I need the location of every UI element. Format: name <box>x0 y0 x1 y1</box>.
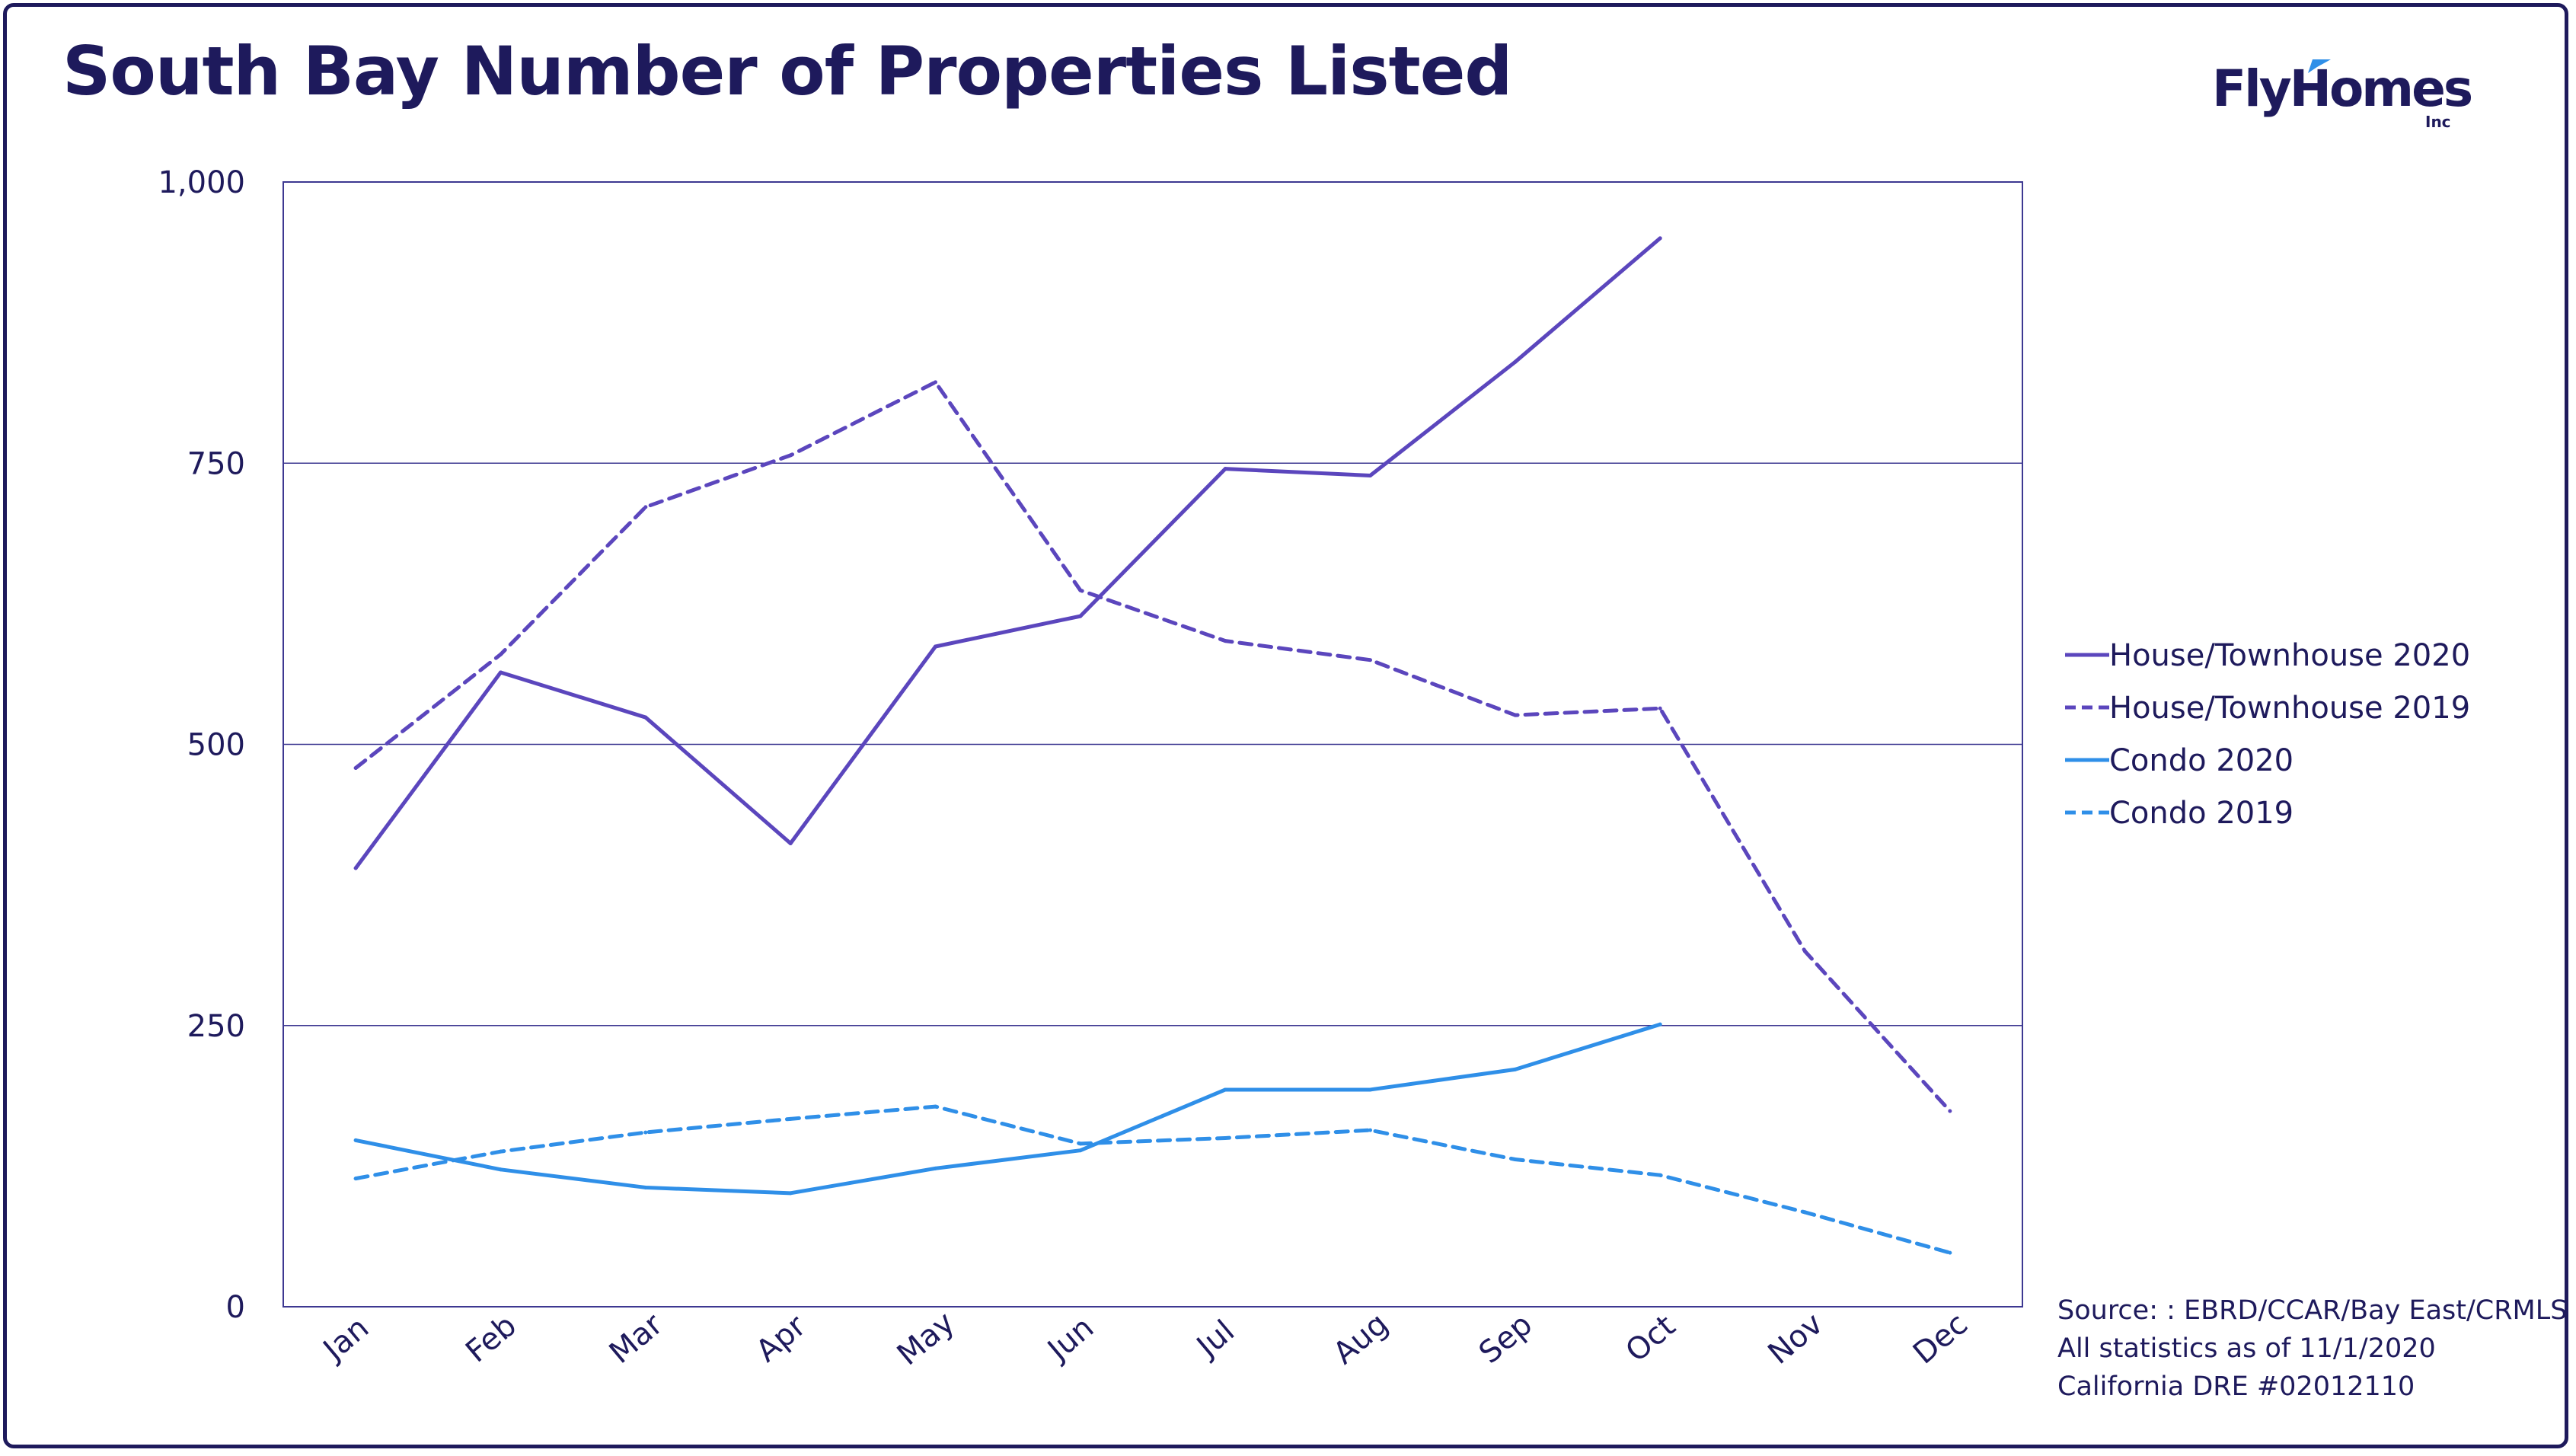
x-tick-label: Dec <box>1907 1307 1974 1371</box>
source-line: Source: : EBRD/CCAR/Bay East/CRMLS <box>2057 1295 2568 1326</box>
data-point <box>934 380 937 385</box>
data-point <box>1513 1157 1518 1162</box>
data-point <box>353 1177 358 1181</box>
chart-frame <box>3 3 2568 1448</box>
x-tick-label: Feb <box>459 1308 523 1370</box>
series-line <box>353 236 1662 870</box>
x-tick-label: Mar <box>603 1307 670 1371</box>
data-point <box>934 1104 937 1109</box>
legend-label: House/Townhouse 2019 <box>2109 691 2470 726</box>
y-tick-label: 250 <box>187 1009 245 1044</box>
series-line <box>353 380 1952 1113</box>
data-point <box>1078 588 1083 592</box>
data-point <box>643 505 648 509</box>
chart-title: South Bay Number of Properties Listed <box>62 32 1512 110</box>
data-point <box>1368 1087 1372 1092</box>
data-point <box>788 1191 793 1196</box>
data-point <box>1368 658 1372 663</box>
data-point <box>1223 467 1227 471</box>
data-point <box>1223 639 1227 643</box>
data-point <box>1803 949 1807 953</box>
data-point <box>1078 1148 1083 1153</box>
x-tick-label: Apr <box>750 1308 813 1369</box>
data-point <box>1513 713 1518 717</box>
x-tick-label: Oct <box>1620 1308 1683 1369</box>
data-point <box>934 644 937 649</box>
y-tick-label: 1,000 <box>158 165 245 200</box>
y-tick-label: 0 <box>226 1290 245 1325</box>
data-point <box>643 715 648 720</box>
source-note: Source: : EBRD/CCAR/Bay East/CRMLS All s… <box>2057 1292 2567 1406</box>
data-point <box>1658 1173 1662 1177</box>
data-point <box>788 841 793 845</box>
logo-flag-icon <box>2308 59 2331 73</box>
data-point <box>1368 1128 1372 1132</box>
data-point <box>788 1116 793 1121</box>
y-tick-label: 500 <box>187 728 245 763</box>
statistics-date-line: All statistics as of 11/1/2020 <box>2057 1333 2436 1364</box>
x-tick-label: Sep <box>1473 1307 1539 1371</box>
data-point <box>499 1149 503 1154</box>
data-point <box>353 766 358 771</box>
dre-license-line: California DRE #02012110 <box>2057 1371 2415 1402</box>
data-point <box>1223 1087 1227 1092</box>
flyhomes-logo: FlyHomes Inc <box>2212 59 2473 136</box>
data-point <box>1223 1135 1227 1140</box>
legend-label: Condo 2020 <box>2109 743 2294 778</box>
data-point <box>788 453 793 458</box>
data-point <box>1658 1022 1662 1027</box>
data-point <box>1803 1210 1807 1215</box>
x-tick-label: May <box>891 1305 962 1372</box>
data-point <box>934 1166 937 1170</box>
data-point <box>499 1167 503 1172</box>
x-tick-label: Jan <box>315 1311 375 1369</box>
logo-text: FlyHomes <box>2212 59 2473 118</box>
data-point <box>1078 614 1083 618</box>
data-point <box>499 670 503 675</box>
data-point <box>1658 706 1662 710</box>
data-point <box>643 1185 648 1189</box>
legend-label: House/Townhouse 2020 <box>2109 638 2470 673</box>
data-point <box>1368 473 1372 477</box>
data-point <box>1078 1141 1083 1146</box>
data-point <box>353 1138 358 1142</box>
y-tick-label: 750 <box>187 446 245 481</box>
legend-label: Condo 2019 <box>2109 796 2294 831</box>
series-line <box>353 1022 1662 1196</box>
x-tick-label: Jun <box>1039 1310 1100 1368</box>
x-tick-label: Nov <box>1761 1306 1829 1371</box>
data-point <box>1948 1109 1952 1113</box>
data-point <box>1948 1250 1952 1255</box>
logo-suffix: Inc <box>2425 113 2451 131</box>
data-point <box>643 1130 648 1135</box>
plot-area-border <box>282 181 2023 1308</box>
data-point <box>499 652 503 656</box>
data-point <box>1658 236 1662 241</box>
data-point <box>353 866 358 870</box>
x-tick-label: Jul <box>1189 1314 1241 1365</box>
x-tick-label: Aug <box>1326 1306 1394 1371</box>
data-point <box>1513 359 1518 364</box>
data-point <box>1513 1067 1518 1071</box>
series-line <box>353 1104 1952 1255</box>
